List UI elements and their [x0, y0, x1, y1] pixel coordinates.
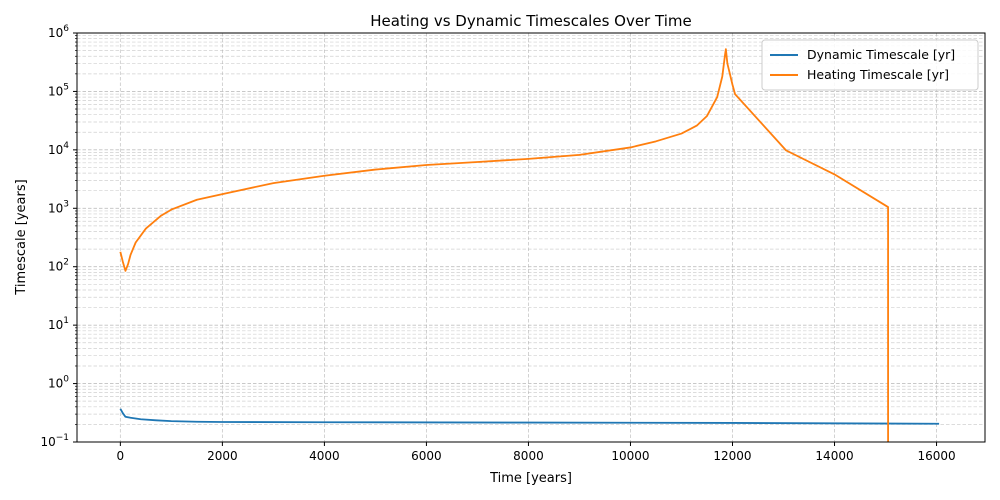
plot-frame	[76, 32, 986, 443]
axes: 0 2000 4000 6000 8000 10000 12000 14000 16000 10−…	[40, 24, 955, 463]
y-tick-label: 101	[48, 316, 69, 332]
y-tick-label: 102	[48, 258, 69, 274]
grid	[77, 32, 985, 443]
legend-label-dynamic: Dynamic Timescale [yr]	[807, 47, 955, 62]
x-tick-label: 2000	[207, 449, 238, 463]
x-tick-label: 14000	[815, 449, 853, 463]
legend: Dynamic Timescale [yr] Heating Timescale…	[761, 39, 979, 91]
x-axis-label: Time [years]	[489, 471, 572, 486]
x-tick-label: 10000	[611, 449, 649, 463]
chart-title: Heating vs Dynamic Timescales Over Time	[370, 12, 691, 30]
y-tick-label: 10−1	[40, 433, 69, 449]
plot-series	[119, 48, 940, 442]
y-tick-label: 103	[48, 199, 69, 215]
legend-box	[761, 39, 979, 91]
y-tick-label: 105	[48, 82, 69, 98]
y-tick-label: 106	[48, 24, 69, 40]
x-tick-label: 6000	[411, 449, 442, 463]
x-tick-label: 4000	[309, 449, 340, 463]
x-tick-label: 0	[117, 449, 125, 463]
x-tick-label: 12000	[713, 449, 751, 463]
x-tick-label: 8000	[513, 449, 544, 463]
y-tick-label: 100	[48, 375, 69, 391]
y-tick-label: 104	[48, 141, 69, 157]
x-tick-label: 16000	[917, 449, 955, 463]
y-axis-label: Timescale [years]	[14, 179, 29, 295]
series-line-heating	[119, 48, 889, 442]
series-line-dynamic	[119, 408, 940, 425]
legend-label-heating: Heating Timescale [yr]	[807, 67, 949, 82]
